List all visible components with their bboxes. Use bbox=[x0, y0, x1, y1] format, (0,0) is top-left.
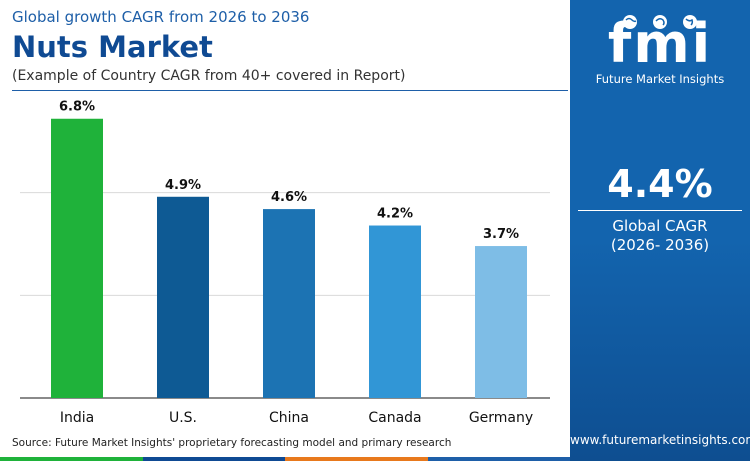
x-tick-label: Canada bbox=[368, 410, 421, 426]
chart-note: (Example of Country CAGR from 40+ covere… bbox=[12, 68, 406, 84]
data-label: 4.2% bbox=[377, 207, 413, 222]
strip-segment bbox=[427, 457, 570, 461]
source-note: Source: Future Market Insights' propriet… bbox=[12, 437, 452, 449]
x-tick-label: U.S. bbox=[169, 410, 197, 426]
x-tick-label: China bbox=[269, 410, 309, 426]
strip-segment bbox=[285, 457, 428, 461]
global-cagr-label: Global CAGR bbox=[612, 217, 708, 235]
data-label: 3.7% bbox=[483, 227, 519, 242]
side-panel: fmi Future Market Insights 4.4% Global C… bbox=[570, 0, 750, 461]
website-link[interactable]: www.futuremarketinsights.com bbox=[570, 433, 750, 447]
chart-title: Nuts Market bbox=[12, 30, 213, 64]
bar-chart: 6.8% India 4.9% U.S. 4.6% China 4.2% Canada 3.7%… bbox=[20, 100, 550, 426]
fmi-logo: fmi Future Market Insights bbox=[592, 10, 728, 86]
bar-germany bbox=[475, 246, 527, 398]
panel-shade bbox=[570, 240, 750, 461]
header-divider bbox=[12, 90, 568, 91]
globe-icon bbox=[623, 15, 697, 29]
x-tick-label: India bbox=[60, 410, 94, 426]
bar-china bbox=[263, 209, 315, 398]
panel-divider bbox=[578, 210, 742, 211]
logo-mark: fmi bbox=[608, 12, 710, 75]
bar-canada bbox=[369, 225, 421, 398]
logo-name: Future Market Insights bbox=[595, 72, 725, 86]
bottom-strip bbox=[0, 457, 570, 461]
global-cagr-value: 4.4% bbox=[607, 162, 713, 206]
bar-india bbox=[51, 118, 103, 398]
strip-segment bbox=[0, 457, 143, 461]
data-label: 4.6% bbox=[271, 190, 307, 205]
data-label: 6.8% bbox=[59, 100, 95, 115]
global-cagr-period: (2026- 2036) bbox=[610, 236, 710, 254]
chart-subtitle: Global growth CAGR from 2026 to 2036 bbox=[12, 8, 310, 26]
bar-us bbox=[157, 196, 209, 398]
x-tick-label: Germany bbox=[469, 410, 533, 426]
strip-segment bbox=[142, 457, 285, 461]
data-label: 4.9% bbox=[165, 178, 201, 193]
